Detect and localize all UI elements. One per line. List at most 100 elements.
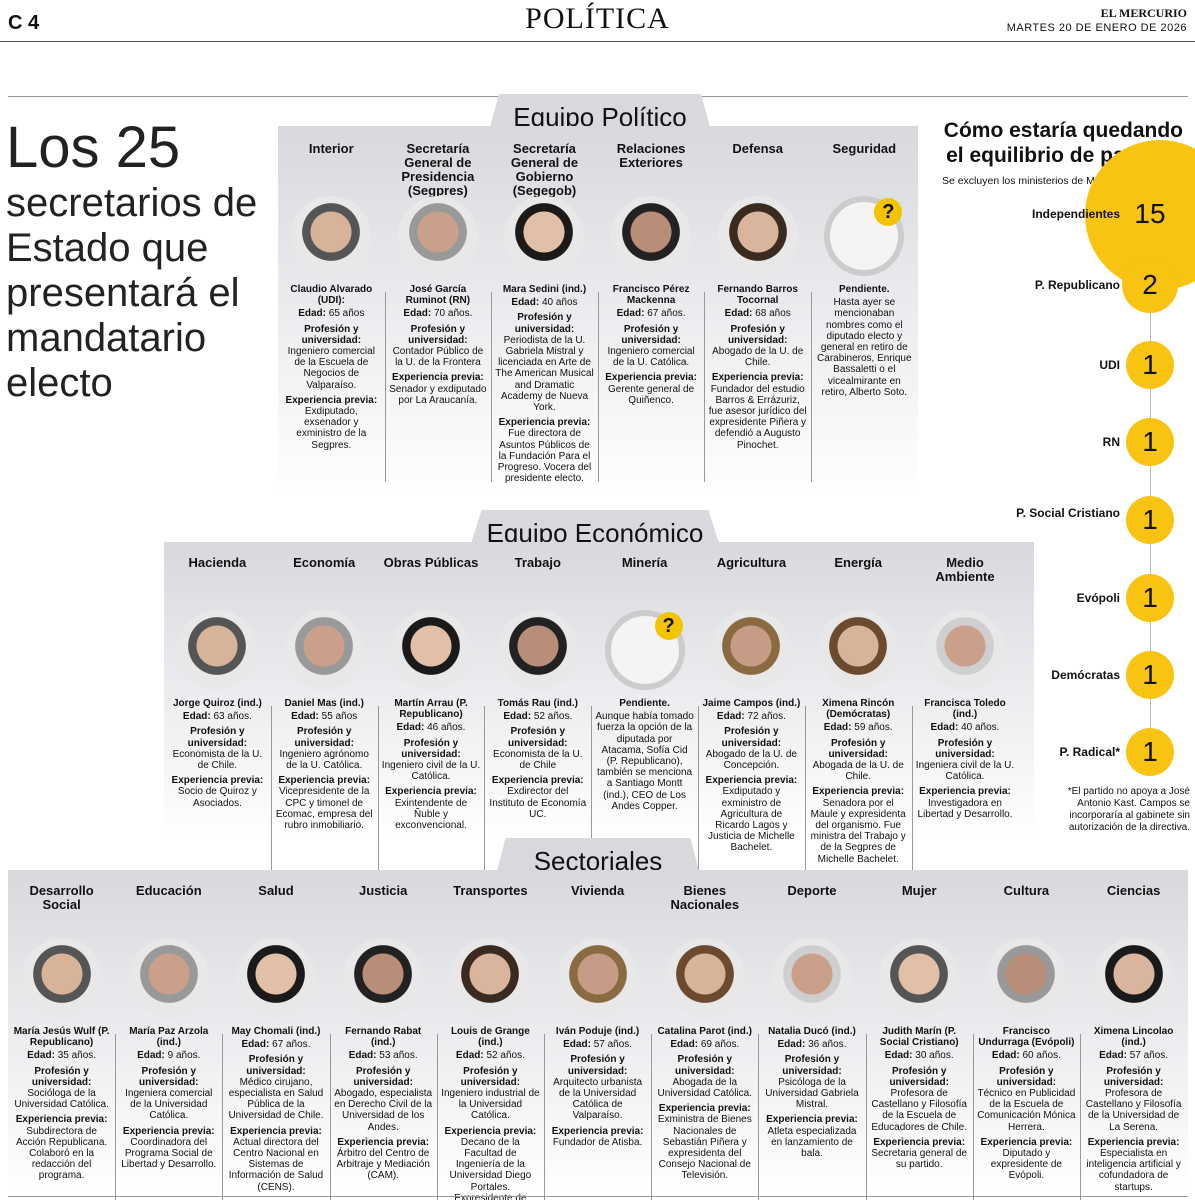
age-value: 72 años. xyxy=(747,711,786,723)
minister-photo xyxy=(450,938,531,1018)
minister-name: Francisco Pérez Mackenna xyxy=(612,284,690,307)
experience-value: Exministra de Bienes Nacionales de Sebas… xyxy=(657,1114,752,1182)
column-separator xyxy=(377,706,379,896)
party-count: 1 xyxy=(1142,504,1158,535)
profession-label: Profesión y universidad: xyxy=(460,1065,521,1088)
experience-label: Experiencia previa: xyxy=(15,1114,108,1126)
minister-photo xyxy=(924,610,1005,690)
party-name: P. Radical* xyxy=(1059,745,1120,759)
profession-label: Profesión y universidad: xyxy=(889,1065,949,1088)
profession-value: Abogado de la U. de Concepción. xyxy=(705,748,797,772)
profession-label: Profesión y universidad: xyxy=(828,737,888,760)
minister-name: Judith Marín (P. Social Cristiano) xyxy=(879,1026,959,1049)
column-separator xyxy=(911,706,913,896)
profession-label: Profesión y universidad: xyxy=(621,323,681,346)
profession-value: Profesora de Castellano y Filosofía de l… xyxy=(871,1088,967,1133)
experience-label: Experiencia previa: xyxy=(491,775,584,787)
section-title: POLÍTICA xyxy=(525,2,670,35)
age-label: Edad: xyxy=(298,308,326,320)
experience-label: Experiencia previa: xyxy=(980,1136,1073,1148)
minister-photo xyxy=(1093,938,1174,1018)
minister-photo xyxy=(611,196,692,276)
column-separator xyxy=(484,706,486,896)
age: Edad: 30 años. xyxy=(870,1050,969,1061)
profession-label: Profesión y universidad: xyxy=(514,312,575,335)
age-label: Edad: xyxy=(137,1050,165,1062)
age-label: Edad: xyxy=(991,1050,1020,1062)
age-label: Edad: xyxy=(563,1039,591,1051)
minister-name: Natalia Ducó (ind.) xyxy=(768,1026,856,1037)
party-count: 1 xyxy=(1142,426,1158,457)
profession-label: Profesión y universidad: xyxy=(31,1065,92,1088)
profession-value: Arquitecto urbanista de la Universidad C… xyxy=(553,1076,643,1122)
minister-card: Vivienda Iván Poduje (ind.) Edad: 57 años.… xyxy=(544,884,651,1152)
minister-card: Justicia Fernando Rabat (ind.) Edad: 53 añ… xyxy=(330,884,437,1186)
age-value: 59 años. xyxy=(854,722,893,734)
age-value: 40 años. xyxy=(961,722,1000,734)
minister-card: Desarrollo Social María Jesús Wulf (P. Re… xyxy=(8,884,115,1186)
age-label: Edad: xyxy=(724,308,753,320)
team-politico: Interior Claudio Alvarado (UDI): Edad: 65 … xyxy=(278,126,918,498)
ministry-title: Obras Públicas xyxy=(383,555,479,570)
profession-value: Técnico en Publicidad de la Escuela de C… xyxy=(977,1088,1076,1133)
party-count: 15 xyxy=(1134,198,1166,229)
ministry-title: Educación xyxy=(135,883,202,898)
minister-photo xyxy=(497,610,578,690)
pending-avatar: ? xyxy=(824,196,905,276)
ministry-title: Seguridad xyxy=(832,141,897,156)
team-tab-sectoriales: Sectoriales xyxy=(496,838,700,872)
age: Edad: 52 años. xyxy=(488,711,587,722)
profession-label: Profesión y universidad: xyxy=(721,726,782,749)
party-count: 1 xyxy=(1142,659,1158,690)
ministry-title: Vivienda xyxy=(570,883,625,898)
profession-label: Profesión y universidad: xyxy=(675,1054,735,1077)
minister-card: Minería? Pendiente. Aunque había tomado fu… xyxy=(591,556,698,812)
page-header: C 4 POLÍTICA EL MERCURIO MARTES 20 DE EN… xyxy=(0,0,1195,42)
party-count-circle xyxy=(1126,728,1174,776)
age-label: Edad: xyxy=(823,722,852,734)
age-value: 52 años. xyxy=(533,711,573,723)
profession-value: Periodista de la U. Gabriela Mistral y l… xyxy=(495,334,594,414)
ministry-title: Energía xyxy=(834,555,883,570)
issue-date: MARTES 20 DE ENERO DE 2026 xyxy=(1006,22,1187,34)
party-name: RN xyxy=(1102,435,1120,449)
experience-label: Experiencia previa: xyxy=(551,1125,644,1137)
ministry-title: Justicia xyxy=(358,883,408,898)
ministry-title: Hacienda xyxy=(188,555,247,570)
age: Edad: 9 años. xyxy=(119,1050,218,1061)
age-label: Edad: xyxy=(884,1050,913,1062)
profession-label: Profesión y universidad: xyxy=(401,737,461,760)
footnote: *El partido no apoya a José Antonio Kast… xyxy=(1067,786,1190,833)
minister-photo xyxy=(879,938,960,1018)
minister-card: Deporte Natalia Ducó (ind.) Edad: 36 años.… xyxy=(758,884,865,1163)
experience-value: Socio de Quiroz y Asociados. xyxy=(177,786,257,809)
ministry-title: Secretaría General de Gobierno (Segegob) xyxy=(510,141,579,198)
party-count-circle xyxy=(1126,341,1174,389)
team-economico: Hacienda Jorge Quiroz (ind.) Edad: 63 años… xyxy=(164,542,1034,896)
profession-label: Profesión y universidad: xyxy=(996,1065,1057,1088)
minister-photo xyxy=(664,938,745,1018)
minister-card: Transportes Louis de Grange (ind.) Edad: 5… xyxy=(437,884,544,1200)
profession-value: Abogado de la U. de Chile. xyxy=(712,346,804,369)
party-name: Evópoli xyxy=(1076,591,1120,605)
minister-card: Energía Ximena Rincón (Demócratas) Edad: 5… xyxy=(805,556,912,869)
minister-card: Economía Daniel Mas (ind.) Edad: 55 años Pr… xyxy=(271,556,378,835)
column-separator xyxy=(222,1034,224,1200)
experience-value: Vicepresidente de la CPC y timonel de Ec… xyxy=(275,786,373,832)
age-value: 40 años xyxy=(541,297,578,309)
minister-photo xyxy=(291,196,372,276)
experience-value: Exdiputado, exsenador y exministro de la… xyxy=(296,406,367,451)
ministry-title: Agricultura xyxy=(716,555,787,570)
experience-label: Experiencia previa: xyxy=(171,775,264,787)
minister-card: Mujer Judith Marín (P. Social Cristiano) E… xyxy=(866,884,973,1174)
profession-value: Ingeniero agrónomo de la U. Católica. xyxy=(279,748,369,772)
experience-value: Investigadora en Libertad y Desarrollo. xyxy=(917,797,1013,820)
age-value: 36 años. xyxy=(808,1039,847,1051)
minister-photo xyxy=(177,610,258,690)
experience-label: Experiencia previa: xyxy=(711,372,804,384)
experience-value: Exdirector del Instituto de Economía UC. xyxy=(489,786,587,820)
age: Edad: 69 años. xyxy=(655,1039,754,1050)
experience-label: Experiencia previa: xyxy=(230,1125,322,1137)
minister-card: Agricultura Jaime Campos (ind.) Edad: 72 a… xyxy=(698,556,805,858)
ministry-title: Interior xyxy=(308,141,354,156)
